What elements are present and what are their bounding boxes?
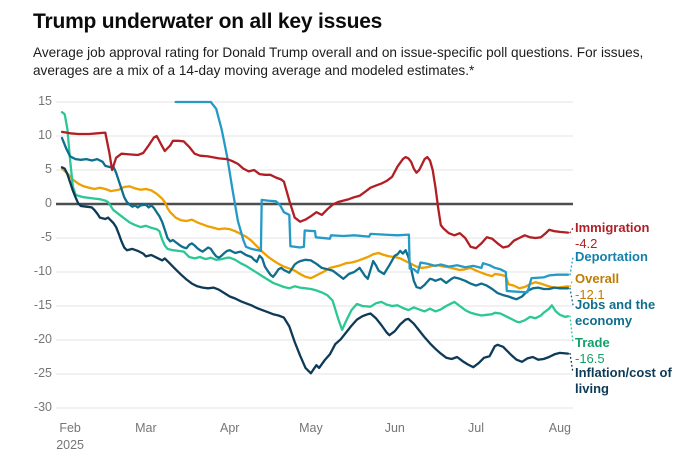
legend-entry-deportation: Deportation [575, 249, 687, 265]
legend-leader-deportation [569, 256, 574, 276]
legend-leader-overall [569, 278, 574, 287]
x-tick-sublabel: 2025 [56, 438, 85, 452]
y-tick-label: 5 [45, 162, 52, 176]
y-tick-label: -5 [40, 230, 52, 244]
chart-subtitle: Average job approval rating for Donald T… [33, 45, 644, 79]
series-line-deportation [174, 100, 570, 294]
legend-value-trade: -16.5 [575, 351, 605, 366]
legend-label-trade: Trade [575, 335, 610, 350]
legend-entry-trade: Trade -16.5 [575, 335, 687, 367]
y-tick-label: 15 [38, 94, 52, 108]
x-tick-label: Feb [59, 421, 81, 435]
x-tick-label: Jul [468, 421, 484, 435]
legend-leader-jobs [569, 287, 574, 306]
x-tick-label: Jun [384, 421, 405, 435]
series-line-jobs [60, 136, 570, 301]
y-tick-label: 0 [45, 196, 52, 210]
legend-label-overall: Overall [575, 271, 620, 286]
series-line-overall [60, 167, 570, 290]
legend-label-jobs: Jobs and the economy [575, 297, 656, 328]
legend-value-immigration: -4.2 [575, 236, 598, 251]
y-tick-label: -20 [33, 332, 52, 346]
legend-entry-inflation: Inflation/cost of living [575, 365, 687, 397]
x-tick-label: Apr [220, 421, 240, 435]
series-line-immigration [60, 130, 570, 250]
legend-label-inflation: Inflation/cost of living [575, 365, 672, 396]
legend-entry-jobs: Jobs and the economy [575, 297, 687, 329]
legend-leader-inflation [569, 352, 574, 374]
y-tick-label: -30 [33, 400, 52, 414]
legend-label-deportation: Deportation [575, 249, 648, 264]
legend-entry-overall: Overall -12.1 [575, 271, 687, 303]
legend-label-immigration: Immigration [575, 220, 650, 235]
y-tick-label: 10 [38, 128, 52, 142]
series-line-trade [60, 111, 570, 331]
x-tick-label: Aug [548, 421, 571, 435]
legend-entry-immigration: Immigration -4.2 [575, 220, 687, 252]
x-tick-label: May [299, 421, 323, 435]
legend-leader-immigration [569, 227, 574, 234]
y-tick-label: -10 [33, 264, 52, 278]
series-line-inflation [60, 166, 570, 375]
legend-value-overall: -12.1 [575, 287, 605, 302]
x-tick-label: Mar [135, 421, 157, 435]
legend-leader-trade [569, 315, 574, 344]
page-title: Trump underwater on all key issues [33, 10, 383, 33]
y-tick-label: -15 [33, 298, 52, 312]
y-tick-label: -25 [33, 366, 52, 380]
